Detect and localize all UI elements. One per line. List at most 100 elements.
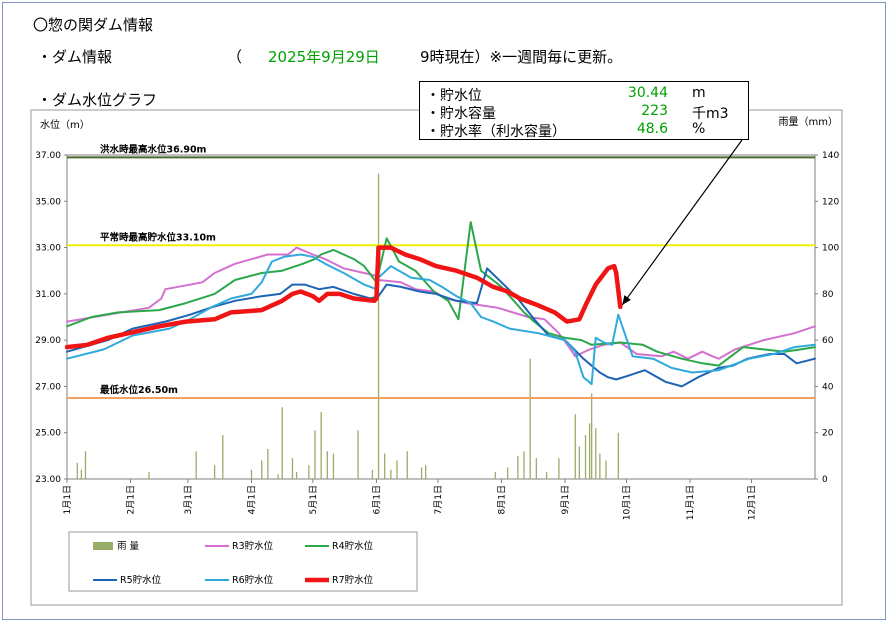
left-tick-label: 33.00	[35, 244, 61, 254]
rain-bar	[599, 453, 601, 479]
rain-bar	[558, 458, 560, 479]
right-tick-label: 80	[822, 290, 834, 300]
month-tick-label: 4月1日	[246, 485, 257, 514]
rain-bar	[250, 469, 253, 479]
legend-label: R4貯水位	[332, 540, 374, 552]
legend-label: 雨 量	[117, 541, 140, 552]
left-tick-label: 29.00	[35, 336, 61, 346]
left-tick-label: 25.00	[35, 429, 61, 439]
month-tick-label: 8月1日	[496, 485, 507, 514]
rain-bar	[267, 448, 269, 479]
rain-bar	[406, 451, 408, 479]
rain-bar	[308, 465, 310, 479]
rain-bar	[314, 430, 316, 479]
dam-info-label: ・ダム情報	[37, 48, 113, 66]
rain-bar	[281, 407, 283, 479]
right-tick-label: 40	[822, 382, 834, 392]
rain-bar	[76, 462, 78, 479]
storage-rate-value: 48.6	[636, 121, 668, 137]
storage-level-row: ・貯水位 30.44 m	[420, 85, 750, 104]
rain-bar	[617, 432, 619, 479]
legend-label: R7貯水位	[332, 574, 374, 586]
rain-bar	[84, 451, 87, 479]
left-tick-label: 35.00	[35, 197, 61, 207]
series-line	[64, 245, 623, 350]
date-paren-open: （	[227, 48, 243, 66]
storage-level-label: ・貯水位	[426, 88, 482, 104]
right-axis-title: 雨量（mm）	[779, 116, 838, 128]
rain-bar	[517, 455, 519, 479]
rain-bar	[326, 451, 328, 479]
rain-bar	[535, 458, 537, 479]
left-tick-label: 37.00	[35, 151, 61, 161]
rain-bar	[584, 435, 587, 479]
rain-bar	[320, 411, 322, 479]
storage-volume-value: 223	[641, 103, 668, 119]
right-tick-label: 120	[822, 197, 839, 207]
right-tick-label: 20	[822, 429, 834, 439]
rain-bar	[371, 469, 374, 479]
legend-swatch	[93, 542, 113, 550]
series-line	[66, 221, 816, 367]
rain-bar	[529, 358, 531, 479]
storage-level-unit: m	[692, 85, 706, 101]
rain-bar	[148, 472, 150, 479]
right-tick-label: 140	[822, 151, 839, 161]
rain-bar	[390, 469, 392, 479]
annotation-arrowhead	[622, 295, 631, 305]
month-tick-label: 1月1日	[62, 485, 73, 514]
rain-bar	[591, 393, 593, 479]
storage-rate-label: ・貯水率（利水容量）	[426, 124, 566, 140]
legend-label: R5貯水位	[120, 574, 162, 586]
month-tick-label: 7月1日	[433, 485, 444, 514]
storage-rate-unit: %	[692, 121, 706, 137]
month-tick-label: 3月1日	[183, 485, 194, 514]
left-tick-label: 31.00	[35, 290, 61, 300]
rain-bar	[595, 428, 597, 479]
rain-bar	[425, 465, 427, 479]
plot-area	[66, 154, 816, 480]
storage-level-value: 30.44	[627, 85, 668, 101]
reference-line-label: 洪水時最高水位36.90m	[100, 143, 207, 155]
storage-rate-row: ・貯水率（利水容量） 48.6 %	[420, 121, 750, 140]
rain-bar	[578, 446, 581, 479]
storage-volume-row: ・貯水容量 223 千m3	[420, 103, 750, 122]
graph-section-label: ・ダム水位グラフ	[37, 91, 158, 109]
rain-bar	[291, 458, 294, 479]
rain-bar	[377, 173, 380, 479]
month-tick-label: 11月1日	[685, 485, 696, 520]
month-tick-label: 5月1日	[308, 485, 319, 514]
rain-bar	[222, 435, 224, 479]
legend-box	[68, 531, 418, 592]
month-tick-label: 9月1日	[560, 485, 571, 514]
legend-label: R6貯水位	[232, 574, 274, 586]
annotation-arrow	[621, 139, 743, 306]
month-tick-label: 12月1日	[746, 485, 757, 520]
right-tick-label: 100	[822, 244, 839, 254]
left-axis-title: 水位（m）	[40, 118, 90, 131]
left-tick-label: 23.00	[35, 475, 61, 485]
update-note: 9時現在）※一週間毎に更新。	[420, 48, 623, 66]
rain-bar	[213, 465, 216, 479]
rain-bar	[605, 460, 607, 479]
rain-bar	[277, 474, 279, 479]
rain-bar	[494, 472, 497, 479]
legend-label: R3貯水位	[232, 540, 274, 552]
rain-bar	[384, 453, 386, 479]
rain-bar	[507, 467, 509, 479]
report-date: 2025年9月29日	[268, 48, 380, 66]
storage-volume-label: ・貯水容量	[426, 106, 496, 122]
series-line	[66, 253, 816, 386]
reference-line-label: 最低水位26.50m	[100, 384, 178, 396]
storage-volume-unit: 千m3	[692, 106, 729, 122]
rain-bar	[545, 472, 548, 479]
month-tick-label: 10月1日	[621, 485, 632, 520]
rain-bar	[396, 460, 398, 479]
rain-bar	[332, 453, 335, 479]
status-box: ・貯水位 30.44 m ・貯水容量 223 千m3 ・貯水率（利水容量） 48…	[419, 81, 749, 140]
month-tick-label: 6月1日	[371, 485, 382, 514]
reference-line-label: 平常時最高貯水位33.10m	[100, 231, 216, 243]
rain-bar	[574, 414, 576, 479]
